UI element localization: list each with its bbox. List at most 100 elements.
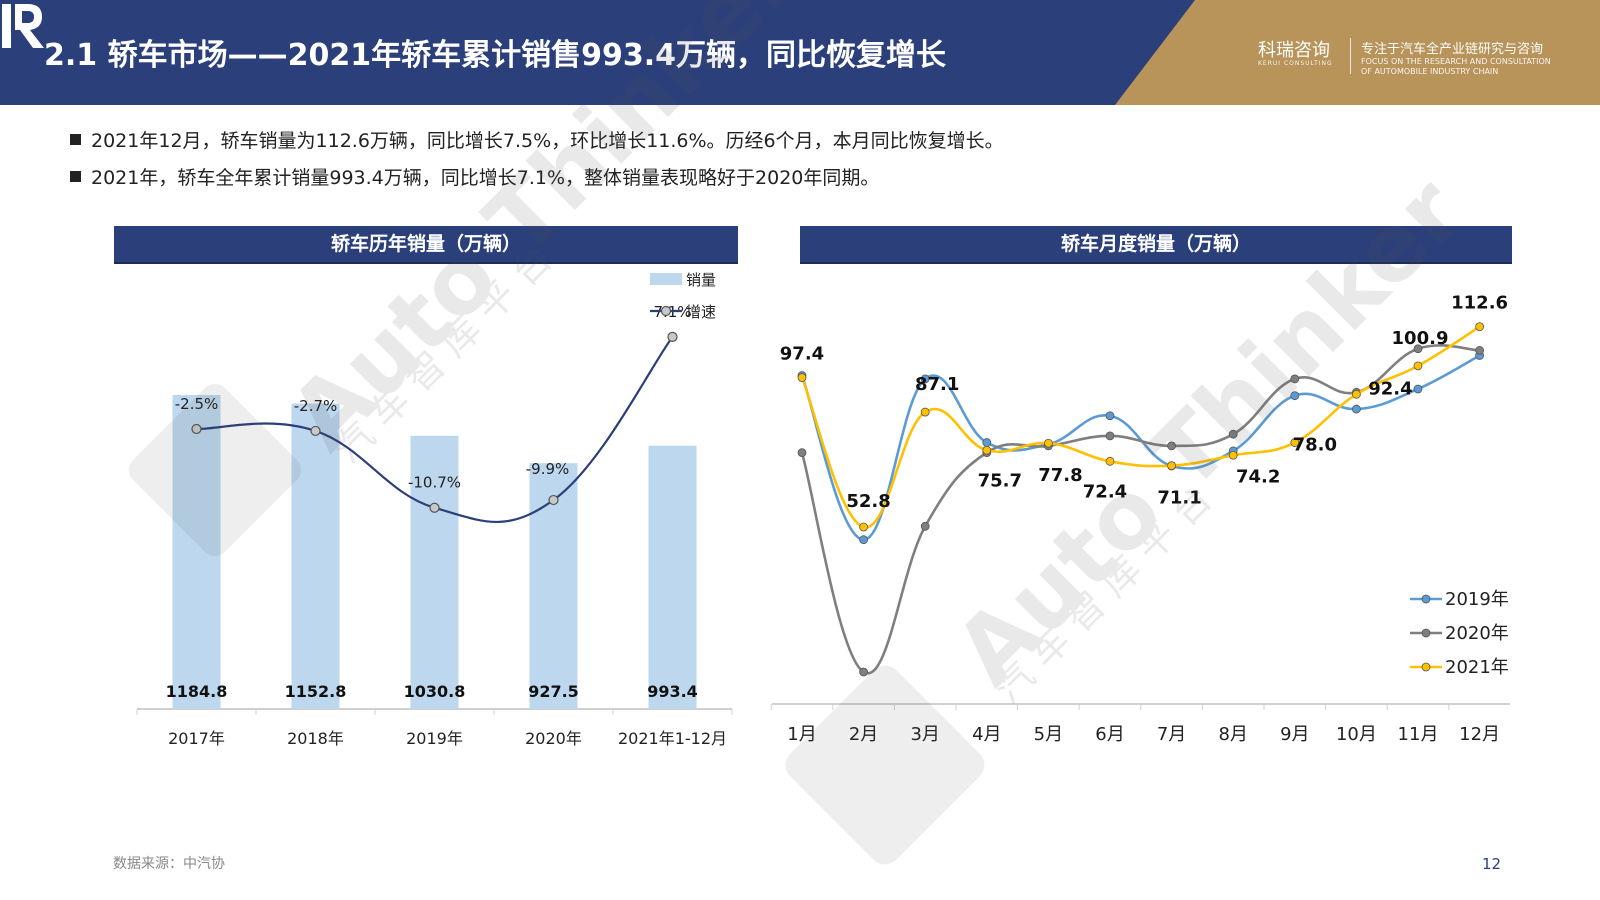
bullet-square-icon [70,134,81,145]
series-point [1105,456,1115,466]
legend-point-swatch [660,305,672,317]
data-value-label: 100.9 [1392,328,1449,349]
x-tick-label: 10月 [1336,724,1377,745]
series-point [920,374,930,384]
x-tick-label: 7月 [1157,724,1186,745]
page-title: 2.1 轿车市场——2021年轿车累计销售993.4万辆，同比恢复增长 [44,38,946,73]
bar-value-label: 993.4 [647,682,698,701]
series-point [1105,431,1115,441]
series-point [1475,322,1484,332]
series-point [1290,374,1300,384]
x-tick-label: 6月 [1095,724,1124,745]
bar-value-label: 927.5 [528,682,579,701]
series-point [1413,344,1423,354]
growth-point [191,423,202,435]
header-background [0,0,1600,105]
series-point [920,521,930,531]
series-point [1352,404,1361,414]
growth-point [310,425,321,437]
sales-bar [172,395,221,709]
x-tick-label: 4月 [972,724,1001,745]
series-point [1475,346,1484,355]
series-point [1413,384,1423,394]
legend-label: 2020年 [1445,623,1509,644]
growth-label: -2.5% [175,395,219,413]
data-source-note: 数据来源：中汽协 [113,856,225,872]
x-tick-label: 2021年1-12月 [618,729,727,748]
data-value-label: 71.1 [1157,488,1201,509]
legend-label: 2021年 [1445,657,1509,678]
legend-bar-swatch [650,273,682,285]
bullet-item: 2021年12月，轿车销量为112.6万辆，同比增长7.5%，环比增长11.6%… [70,126,1004,153]
data-value-label: 112.6 [1451,293,1508,314]
legend-label: 销量 [686,271,716,289]
x-tick-label: 2月 [849,724,878,745]
brand-name: 科瑞咨询 [1258,40,1330,61]
x-tick-label: 3月 [910,724,939,745]
annual-chart-title: 轿车历年销量（万辆） [114,226,738,264]
data-value-label: 78.0 [1293,435,1337,456]
data-value-label: 52.8 [846,491,890,512]
growth-label: -10.7% [408,474,461,492]
growth-label: -2.7% [294,397,338,415]
growth-point [429,502,440,513]
growth-point [548,494,559,506]
data-value-label: 87.1 [915,374,959,395]
data-value-label: 92.4 [1368,378,1412,399]
series-point [859,522,868,532]
x-tick-label: 2019年 [406,729,463,748]
data-value-label: 77.8 [1038,465,1082,486]
series-point [920,407,930,417]
series-point [1290,391,1300,401]
legend-label: 2019年 [1445,589,1509,610]
legend-point-swatch [1421,628,1431,638]
series-point [1167,441,1176,451]
bullet-square-icon [70,171,81,182]
legend-point-swatch [1421,662,1431,672]
growth-label: -9.9% [526,460,570,478]
x-tick-label: 2018年 [287,729,344,748]
bar-value-label: 1152.8 [285,682,347,701]
data-value-label: 72.4 [1083,481,1127,502]
series-point [797,448,807,458]
page-number: 12 [1482,855,1502,873]
x-tick-label: 5月 [1034,724,1063,745]
monthly-chart-title: 轿车月度销量（万辆） [800,226,1512,264]
x-tick-label: 1月 [787,724,816,745]
brand-slogan: 专注于汽车全产业链研究与咨询 [1361,42,1544,57]
brand-slogan-en: FOCUS ON THE RESEARCH AND CONSULTATION O… [1361,57,1551,76]
x-tick-label: 12月 [1459,724,1500,745]
x-tick-label: 2017年 [168,729,225,748]
series-point [859,535,868,545]
series-point [1044,438,1053,448]
kerui-logo-icon [2,4,44,48]
series-point [1105,411,1115,421]
series-point [982,445,992,455]
brand-subtitle: KERUI CONSULTING [1258,60,1333,67]
x-tick-label: 2020年 [525,729,582,748]
legend-point-swatch [1421,594,1431,604]
x-tick-label: 11月 [1398,724,1439,745]
sales-bar [291,403,340,709]
header-banner: 2.1 轿车市场——2021年轿车累计销售993.4万辆，同比恢复增长 科瑞咨询… [0,0,1600,105]
sales-bar [410,435,459,709]
logo-divider [1350,38,1351,74]
sales-bar [648,445,697,709]
legend-label: 增速 [686,303,716,321]
data-value-label: 75.7 [978,470,1022,491]
series-point [1228,450,1238,460]
series-point [982,438,992,447]
series-point [1167,461,1176,471]
bullet-text: 2021年12月，轿车销量为112.6万辆，同比增长7.5%，环比增长11.6%… [91,130,1004,152]
series-point [1352,389,1361,399]
bullet-text: 2021年，轿车全年累计销量993.4万辆，同比增长7.1%，整体销量表现略好于… [91,167,880,189]
data-value-label: 97.4 [780,344,824,365]
series-point [797,373,807,382]
x-tick-label: 8月 [1218,724,1247,745]
series-point [859,667,868,677]
series-point [1228,429,1238,439]
bullet-item: 2021年，轿车全年累计销量993.4万辆，同比增长7.1%，整体销量表现略好于… [70,163,879,190]
bar-value-label: 1184.8 [166,682,228,701]
